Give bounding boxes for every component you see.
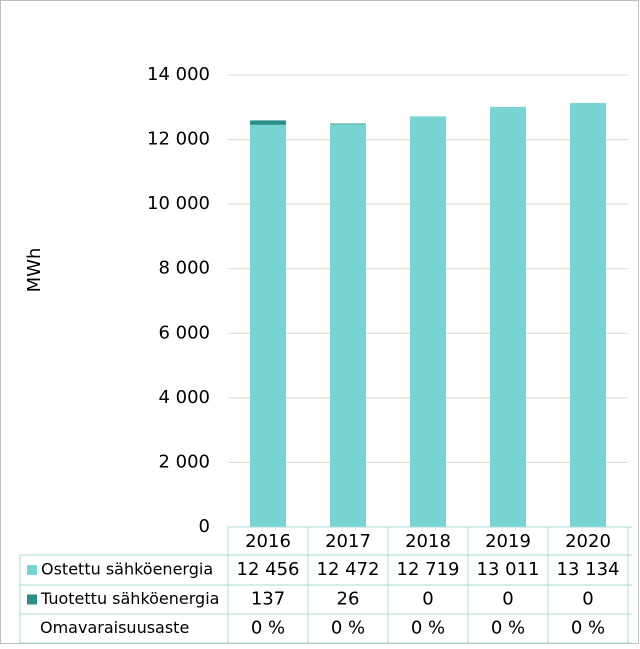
- bar-segment: [330, 123, 366, 125]
- bar-segment: [490, 106, 526, 527]
- bar-segment: [250, 120, 286, 125]
- x-tick-label: 2017: [325, 531, 371, 552]
- table-cell: 12 719: [397, 559, 460, 580]
- y-tick-label: 14 000: [147, 64, 210, 85]
- table-cell: 13 134: [557, 559, 620, 580]
- legend-swatch: [27, 565, 37, 575]
- table-cell: 26: [337, 589, 360, 610]
- y-tick-label: 8 000: [158, 258, 210, 279]
- bar-segment: [330, 124, 366, 527]
- y-tick-label: 2 000: [158, 451, 210, 472]
- table-cell: 0 %: [331, 618, 365, 639]
- table-cell: 0 %: [251, 618, 285, 639]
- legend-label: Tuotettu sähköenergia: [40, 589, 219, 608]
- table-cell: 12 456: [237, 559, 300, 580]
- table-cell: 137: [251, 589, 285, 610]
- y-axis-label: MWh: [24, 248, 45, 293]
- table-cell: 0 %: [571, 618, 605, 639]
- table-cell: 0 %: [491, 618, 525, 639]
- x-tick-label: 2016: [245, 531, 291, 552]
- x-tick-label: 2019: [485, 531, 531, 552]
- x-tick-label: 2020: [565, 531, 611, 552]
- y-tick-label: 6 000: [158, 322, 210, 343]
- legend-swatch: [27, 594, 37, 605]
- bar-segment: [570, 102, 606, 528]
- y-tick-label: 4 000: [158, 387, 210, 408]
- bar-segment: [250, 124, 286, 527]
- legend-label: Ostettu sähköenergia: [41, 560, 213, 579]
- table-cell: 13 011: [477, 559, 540, 580]
- table-cell: 0: [502, 589, 513, 610]
- table-cell: 0 %: [411, 618, 445, 639]
- y-tick-label: 10 000: [147, 193, 210, 214]
- y-tick-label: 12 000: [147, 129, 210, 150]
- table-cell: 12 472: [317, 559, 380, 580]
- y-tick-label: 0: [199, 516, 210, 537]
- bar-segment: [410, 116, 446, 527]
- table-cell: 0: [422, 589, 433, 610]
- x-tick-label: 2018: [405, 531, 451, 552]
- table-cell: 0: [582, 589, 593, 610]
- legend-label: Omavaraisuusaste: [40, 618, 189, 637]
